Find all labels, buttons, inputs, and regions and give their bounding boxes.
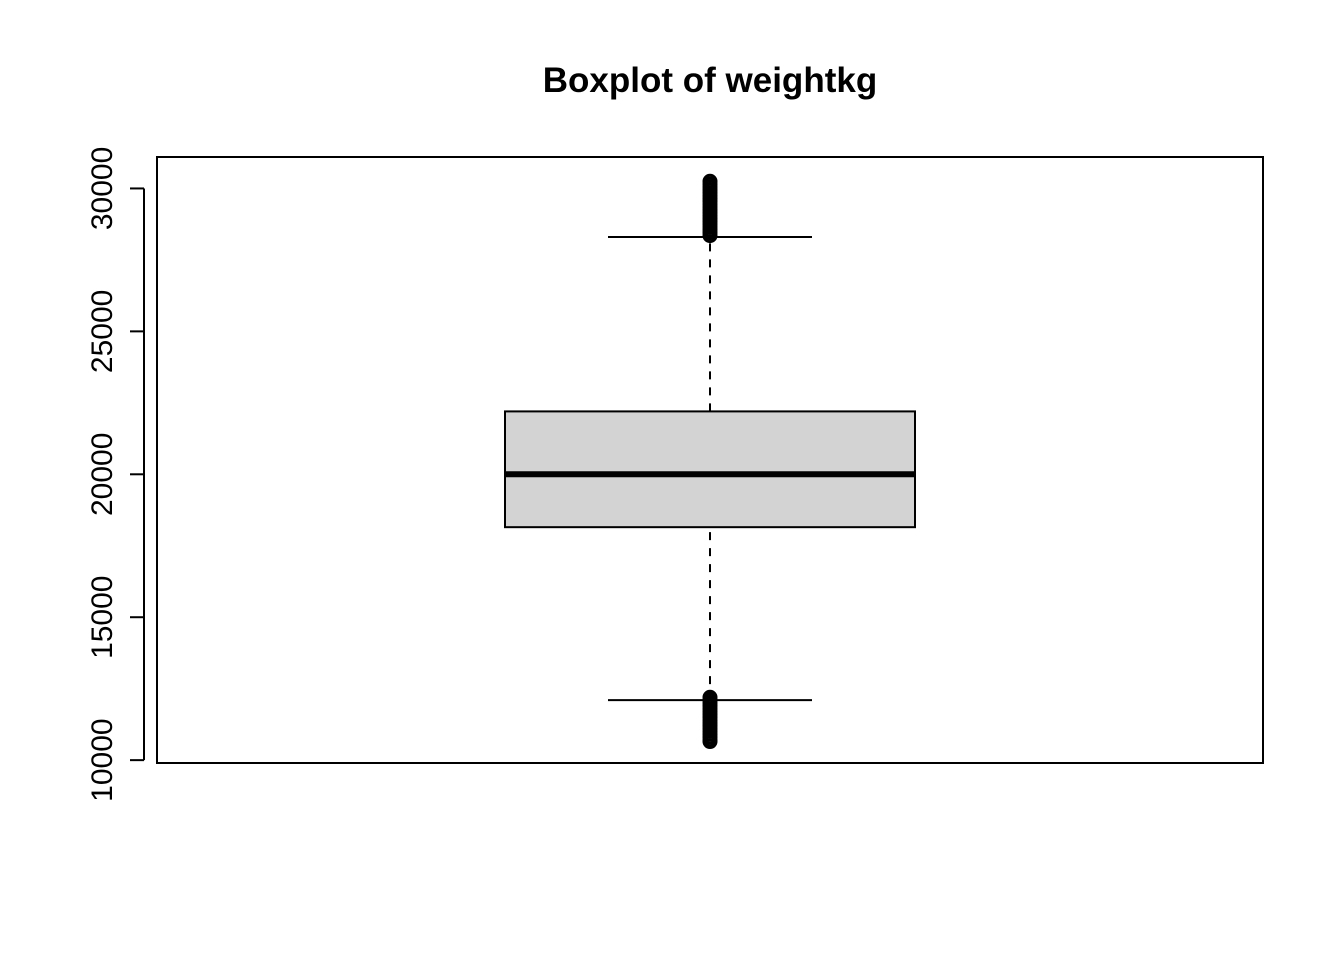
y-tick-label: 10000	[86, 718, 119, 801]
y-tick-label: 20000	[86, 433, 119, 516]
outlier-points	[702, 173, 718, 750]
outlier-point-high	[702, 173, 718, 189]
boxplot	[504, 236, 916, 702]
y-axis: 10000 15000 20000 25000 30000	[86, 147, 144, 802]
plot-frame	[156, 156, 1264, 764]
iqr-box	[504, 410, 916, 529]
outlier-point-low	[702, 734, 718, 750]
y-tick-label: 25000	[86, 290, 119, 373]
y-tick-label: 30000	[86, 147, 119, 230]
y-tick-label: 15000	[86, 575, 119, 658]
chart-title: Boxplot of weightkg	[543, 61, 877, 100]
